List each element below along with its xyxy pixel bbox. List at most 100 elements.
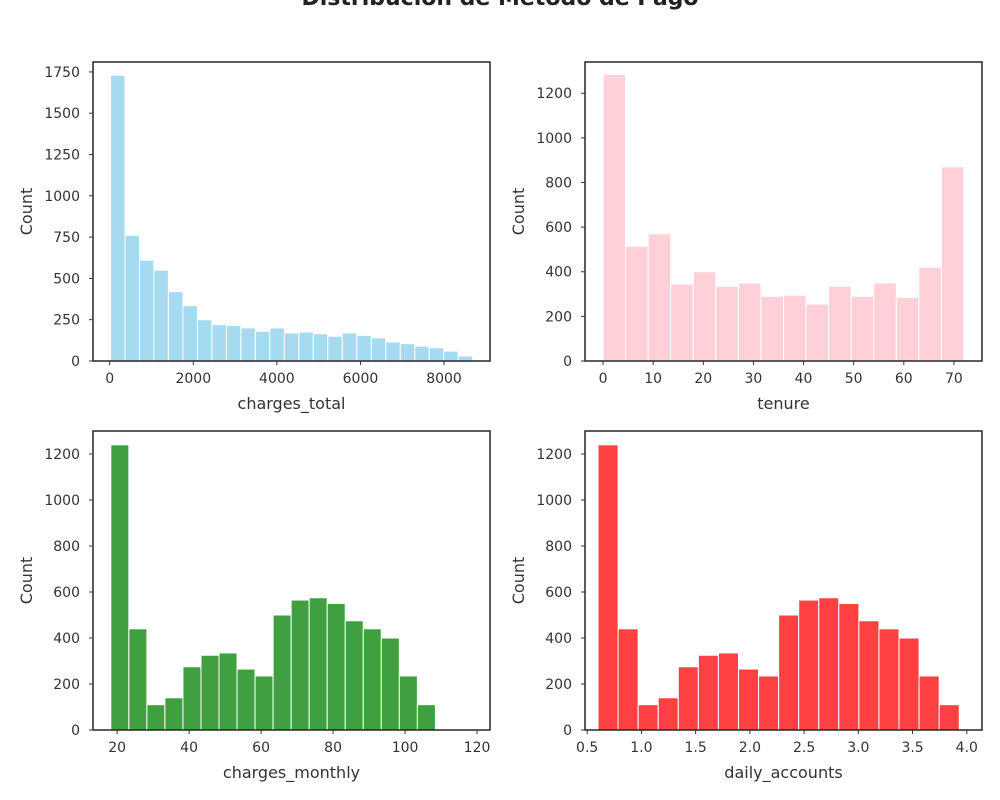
- histogram-bar: [647, 233, 672, 362]
- histogram-bar: [617, 628, 639, 731]
- x-tick-label: 40: [180, 740, 198, 756]
- y-tick-label: 200: [545, 677, 572, 693]
- histogram-bar: [783, 294, 807, 362]
- x-tick-label: 50: [845, 371, 863, 387]
- histogram-bar: [254, 675, 274, 731]
- plot-frame: [92, 61, 491, 362]
- histogram-bar: [385, 341, 401, 362]
- histogram-bar: [838, 603, 860, 731]
- y-tick-label: 600: [545, 585, 572, 601]
- x-tick-label: 3.5: [901, 740, 923, 756]
- x-tick-label: 60: [895, 371, 913, 387]
- y-tick-label: 600: [545, 220, 572, 236]
- histogram-bar: [850, 295, 875, 362]
- x-tick-label: 4.0: [956, 740, 978, 756]
- y-tick-label: 200: [545, 309, 572, 325]
- histogram-bar: [443, 350, 459, 362]
- y-tick-label: 1750: [44, 65, 80, 81]
- histogram-bar: [128, 628, 148, 731]
- histogram-bar: [326, 603, 346, 731]
- histogram-bar: [657, 697, 679, 731]
- histogram-bar: [414, 345, 430, 362]
- x-tick-label: 20: [694, 371, 712, 387]
- histogram-bar: [272, 614, 292, 731]
- x-tick-label: 4000: [259, 371, 295, 387]
- x-tick-label: 20: [108, 740, 126, 756]
- histogram-bar: [236, 668, 256, 731]
- histogram-bar: [312, 333, 329, 362]
- x-tick-label: 1.0: [630, 740, 652, 756]
- histogram-bar: [153, 269, 169, 362]
- x-axis-label: charges_total: [238, 394, 346, 414]
- y-tick-label: 400: [545, 265, 572, 281]
- histogram-bar: [399, 343, 416, 362]
- histogram-bar: [327, 335, 343, 362]
- x-tick-label: 100: [392, 740, 419, 756]
- x-tick-label: 2.0: [739, 740, 761, 756]
- y-tick-label: 400: [545, 631, 572, 647]
- histogram-bar: [758, 675, 780, 731]
- y-tick-label: 1000: [536, 131, 572, 147]
- histogram-bar: [344, 620, 364, 731]
- x-tick-label: 70: [945, 371, 963, 387]
- histogram-bar: [182, 666, 202, 731]
- y-tick-label: 800: [545, 539, 572, 555]
- y-tick-label: 600: [53, 585, 80, 601]
- y-tick-label: 1200: [44, 447, 80, 463]
- histogram-bar: [697, 654, 719, 731]
- histogram-bar: [873, 282, 897, 362]
- histogram-bar: [625, 245, 649, 362]
- histogram-bar: [878, 628, 900, 731]
- histogram-bar: [269, 327, 285, 362]
- x-tick-label: 0.5: [576, 740, 598, 756]
- y-tick-label: 1000: [44, 189, 80, 205]
- histogram-bar: [218, 652, 238, 731]
- histogram-bar: [717, 652, 739, 731]
- histogram-bar: [778, 614, 800, 731]
- histogram-bar: [164, 697, 184, 731]
- histogram-bar: [341, 332, 358, 362]
- histogram-bar: [677, 666, 699, 731]
- histogram-bar: [602, 73, 627, 362]
- y-tick-label: 0: [563, 723, 572, 739]
- x-tick-label: 10: [644, 371, 662, 387]
- figure-title: Distribución de Método de Pago: [0, 0, 1000, 11]
- plot-frame: [584, 430, 983, 731]
- x-tick-label: 8000: [426, 371, 462, 387]
- x-tick-label: 6000: [343, 371, 379, 387]
- y-tick-label: 0: [563, 354, 572, 370]
- x-tick-label: 3.0: [847, 740, 869, 756]
- histogram-bar: [898, 637, 920, 731]
- histogram-bar: [670, 283, 694, 362]
- histogram-bar: [370, 337, 387, 362]
- histogram-charges-total: 0 2000 4000 6000 8000 0 250 500 750 1000 1250 1500 1…: [17, 61, 491, 414]
- histogram-bar: [715, 285, 739, 362]
- x-tick-label: 120: [464, 740, 491, 756]
- histogram-bar: [597, 444, 619, 731]
- histogram-bar: [398, 675, 418, 731]
- y-tick-label: 400: [53, 631, 80, 647]
- histogram-bar: [760, 295, 784, 362]
- histogram-bar: [110, 74, 126, 362]
- histogram-bar: [283, 332, 300, 362]
- histogram-bar: [918, 675, 940, 731]
- y-tick-label: 1200: [536, 86, 572, 102]
- y-axis-label: Count: [509, 188, 528, 236]
- y-tick-label: 800: [53, 539, 80, 555]
- y-tick-label: 1200: [536, 447, 572, 463]
- histogram-bar: [428, 347, 445, 362]
- x-tick-label: 0: [599, 371, 608, 387]
- x-axis-label: charges_monthly: [223, 763, 360, 783]
- y-tick-label: 500: [53, 271, 80, 287]
- plot-frame: [92, 430, 491, 731]
- histogram-bar: [308, 597, 328, 731]
- histogram-bar: [895, 296, 920, 362]
- x-tick-label: 2.5: [793, 740, 815, 756]
- x-tick-label: 2000: [175, 371, 211, 387]
- y-axis-label: Count: [17, 557, 36, 605]
- histogram-bar: [416, 704, 436, 731]
- histogram-bar: [182, 305, 198, 362]
- y-tick-label: 1250: [44, 148, 80, 164]
- y-tick-label: 750: [53, 230, 80, 246]
